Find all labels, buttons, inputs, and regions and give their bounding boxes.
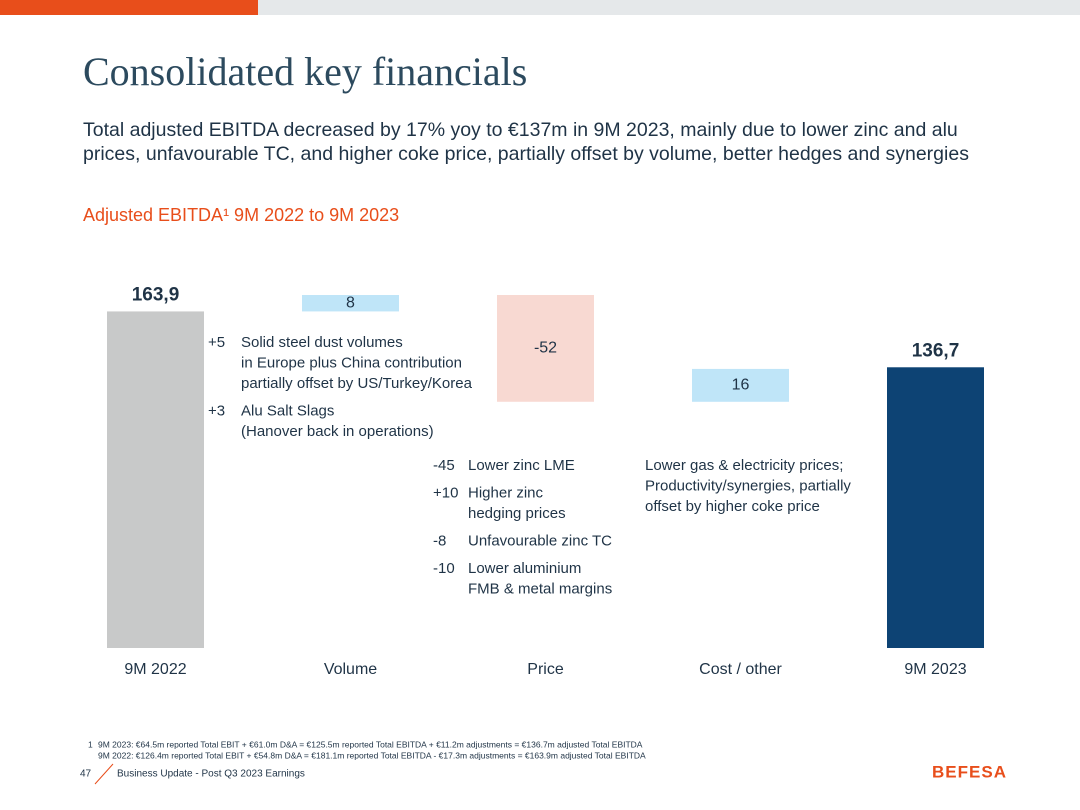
annotation-amount: -8 bbox=[433, 532, 446, 549]
value-label: 163,9 bbox=[132, 284, 180, 305]
logo: BEFESA bbox=[932, 762, 1007, 781]
subtitle-line: prices, unfavourable TC, and higher coke… bbox=[83, 143, 969, 165]
chart-title: Adjusted EBITDA¹ 9M 2022 to 9M 2023 bbox=[83, 205, 399, 225]
annotation-line: Lower aluminium bbox=[468, 560, 581, 577]
bar bbox=[497, 295, 594, 402]
value-label: 16 bbox=[732, 377, 750, 394]
annotation-amount: +10 bbox=[433, 484, 458, 501]
x-tick-label: Cost / other bbox=[699, 661, 782, 678]
annotation-line: Lower zinc LME bbox=[468, 457, 575, 474]
accent-bar bbox=[0, 0, 258, 15]
annotation-amount: -45 bbox=[433, 457, 455, 474]
annotation-line: Solid steel dust volumes bbox=[241, 334, 403, 351]
annotation-amount: -10 bbox=[433, 560, 455, 577]
annotation-amount: +5 bbox=[208, 334, 225, 351]
annotation-line: Productivity/synergies, partially bbox=[645, 477, 851, 494]
bar bbox=[692, 368, 789, 402]
annotation-line: Alu Salt Slags bbox=[241, 402, 334, 419]
bar bbox=[887, 367, 984, 648]
footnote-line: 9M 2022: €126.4m reported Total EBIT + €… bbox=[98, 750, 646, 760]
value-label: 8 bbox=[346, 294, 355, 311]
value-label: -52 bbox=[534, 340, 557, 357]
x-tick-label: Price bbox=[527, 661, 564, 678]
bar bbox=[107, 311, 204, 648]
annotation-amount: +3 bbox=[208, 402, 225, 419]
bar bbox=[302, 295, 399, 312]
subtitle-line: Total adjusted EBITDA decreased by 17% y… bbox=[83, 119, 958, 141]
x-tick-label: 9M 2022 bbox=[124, 661, 186, 678]
annotation-line: Unfavourable zinc TC bbox=[468, 532, 612, 549]
annotation-line: Higher zinc bbox=[468, 484, 544, 501]
footnote-marker: 1 bbox=[88, 739, 93, 749]
annotation-line: Lower gas & electricity prices; bbox=[645, 457, 843, 474]
footnote-line: 9M 2023: €64.5m reported Total EBIT + €6… bbox=[98, 739, 643, 749]
value-label: 136,7 bbox=[912, 340, 960, 361]
annotation-line: (Hanover back in operations) bbox=[241, 423, 434, 440]
annotation-line: in Europe plus China contribution bbox=[241, 354, 462, 371]
footer-slash bbox=[94, 763, 114, 785]
footer-text: Business Update - Post Q3 2023 Earnings bbox=[117, 769, 305, 780]
annotation-line: offset by higher coke price bbox=[645, 498, 820, 515]
annotation-line: hedging prices bbox=[468, 505, 566, 522]
annotation-line: partially offset by US/Turkey/Korea bbox=[241, 375, 473, 392]
annotation-line: FMB & metal margins bbox=[468, 580, 612, 597]
x-tick-label: Volume bbox=[324, 661, 377, 678]
x-tick-label: 9M 2023 bbox=[904, 661, 966, 678]
top-bar bbox=[258, 0, 1080, 15]
page-number: 47 bbox=[80, 769, 92, 780]
title: Consolidated key financials bbox=[83, 49, 527, 94]
